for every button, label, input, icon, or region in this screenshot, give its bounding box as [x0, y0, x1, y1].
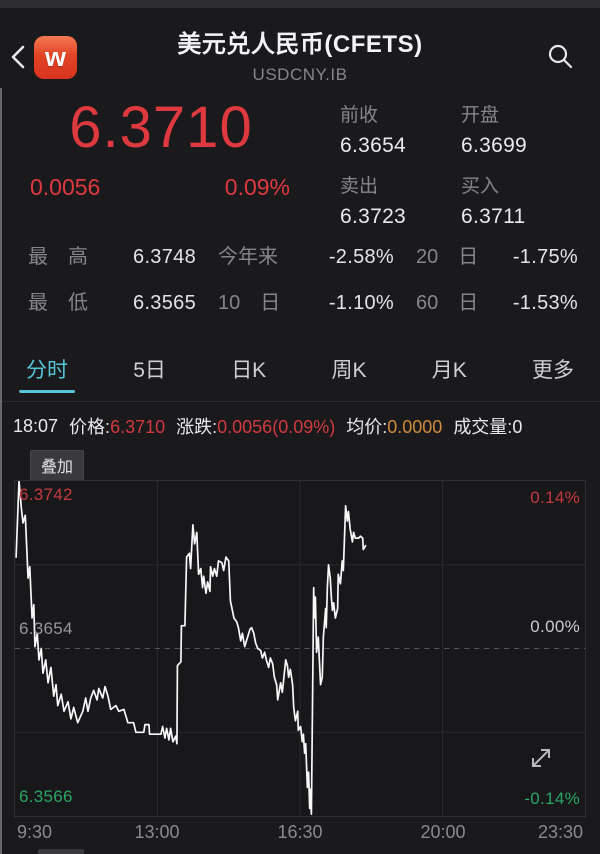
field-open: 开盘 6.3699 — [461, 100, 582, 158]
logo-letter: w — [44, 42, 66, 72]
ticker-avg-label: 均价: — [346, 417, 388, 437]
chart-mid-label: 6.3654 — [19, 619, 73, 638]
field-ask: 卖出 6.3723 — [340, 171, 461, 229]
ticker-avg-value: 0.0000 — [387, 417, 443, 437]
stats-row: 最 低 6.3565 10 日 -1.10% 60 日 -1.53% — [28, 286, 578, 315]
field-value: 6.3711 — [461, 205, 526, 228]
tab-intraday[interactable]: 分时 — [19, 332, 75, 402]
stat-value: -2.58% — [328, 246, 394, 268]
fullscreen-expand-icon[interactable] — [525, 742, 557, 774]
chart-canvas — [15, 481, 585, 816]
ticker-bar: 18:07 价格:6.3710 涨跌:0.0056(0.09%) 均价:0.00… — [0, 402, 600, 450]
ticker-avg: 均价:0.0000 — [346, 413, 442, 439]
ticker-volume-label: 成交量: — [453, 417, 513, 437]
chart-mid-pct-label: 0.00% — [530, 617, 580, 636]
stat-20d: 20 日 -1.75% — [416, 240, 578, 269]
chart-low-label: 6.3566 — [19, 787, 73, 806]
ticker-price-label: 价格: — [69, 417, 111, 437]
time-tick: 23:30 — [537, 822, 583, 842]
ticker-volume: 成交量:0 — [453, 413, 522, 439]
chart-high-pct-label: 0.14% — [530, 488, 580, 507]
quote-main: 6.3710 0.0056 0.09% — [0, 96, 322, 230]
field-bid: 买入 6.3711 — [461, 171, 582, 229]
title-block: 美元兑人民币(CFETS) USDCNY.IB — [90, 24, 510, 85]
price-line — [15, 481, 367, 815]
time-tick: 9:30 — [17, 822, 53, 842]
ticker-volume-value: 0 — [512, 417, 523, 437]
price-change-pct: 0.09% — [224, 173, 290, 200]
field-prev-close: 前收 6.3654 — [340, 100, 461, 158]
ticker-price: 价格:6.3710 — [69, 413, 165, 439]
stat-10d: 10 日 -1.10% — [218, 286, 394, 315]
page-title: 美元兑人民币(CFETS) — [177, 31, 423, 58]
price-change: 0.0056 — [30, 173, 101, 200]
stat-high: 最 高 6.3748 — [28, 240, 196, 269]
tab-weekly-k[interactable]: 周K — [331, 358, 367, 382]
ticker-price-value: 6.3710 — [110, 417, 166, 437]
stats-section: 最 高 6.3748 今年来 -2.58% 20 日 -1.75% 最 低 6.… — [0, 230, 600, 332]
field-label: 开盘 — [461, 105, 500, 126]
field-label: 买入 — [461, 176, 500, 197]
stat-value: -1.75% — [512, 246, 578, 268]
field-value: 6.3654 — [340, 134, 407, 157]
ticker-time: 18:07 — [13, 415, 59, 436]
stat-low: 最 低 6.3565 — [28, 286, 196, 315]
stat-value: 6.3565 — [133, 292, 196, 314]
time-tick: 13:00 — [134, 822, 180, 842]
stats-row: 最 高 6.3748 今年来 -2.58% 20 日 -1.75% — [28, 240, 578, 269]
field-value: 6.3723 — [340, 205, 407, 228]
field-label: 卖出 — [340, 176, 379, 197]
field-label: 前收 — [340, 105, 379, 126]
overlay-button[interactable]: 叠加 — [30, 450, 85, 482]
stat-value: -1.53% — [512, 292, 578, 314]
price-change-row: 0.0056 0.09% — [30, 174, 290, 201]
stat-label: 最 高 — [28, 246, 88, 268]
screen-edge-artifact — [0, 88, 2, 854]
tab-more[interactable]: 更多 — [531, 358, 574, 382]
quote-section: 6.3710 0.0056 0.09% 前收 6.3654 开盘 6.3699 … — [0, 88, 600, 230]
intraday-chart[interactable]: 6.3742 0.14% 6.3654 0.00% 6.3566 -0.14% — [14, 480, 586, 817]
ticker-change-label: 涨跌: — [176, 417, 218, 437]
search-icon[interactable] — [546, 42, 574, 70]
chart-low-pct-label: -0.14% — [524, 789, 580, 808]
chart-toolbar: 叠加 — [14, 450, 586, 482]
ticker-change-value: 0.0056(0.09%) — [217, 417, 336, 437]
wind-app-logo[interactable]: w — [34, 36, 77, 79]
partial-cutoff-button — [38, 849, 84, 854]
tab-5day[interactable]: 5日 — [133, 358, 166, 382]
stat-label: 最 低 — [28, 292, 88, 314]
stat-value: 6.3748 — [133, 246, 196, 268]
tab-monthly-k[interactable]: 月K — [431, 358, 467, 382]
quote-fields: 前收 6.3654 开盘 6.3699 卖出 6.3723 买入 6.3711 — [322, 96, 600, 230]
last-price: 6.3710 — [69, 95, 253, 160]
instrument-code: USDCNY.IB — [252, 65, 348, 84]
chart-high-label: 6.3742 — [19, 485, 73, 504]
field-value: 6.3699 — [461, 134, 528, 157]
stat-ytd: 今年来 -2.58% — [218, 240, 394, 269]
ticker-change: 涨跌:0.0056(0.09%) — [176, 413, 335, 439]
stat-label: 10 日 — [218, 292, 281, 314]
stat-label: 今年来 — [218, 246, 278, 268]
time-tick: 16:30 — [277, 822, 323, 842]
chart-section: 叠加 6.3742 0.14% 6.3654 0.00% 6.3566 -0.1 — [0, 450, 600, 845]
tab-daily-k[interactable]: 日K — [231, 358, 267, 382]
stat-label: 60 日 — [416, 292, 479, 314]
header: w 美元兑人民币(CFETS) USDCNY.IB — [0, 8, 600, 88]
status-strip — [0, 0, 600, 8]
stat-label: 20 日 — [416, 246, 479, 268]
period-tabs: 分时 5日 日K 周K 月K 更多 — [0, 332, 600, 402]
stat-60d: 60 日 -1.53% — [416, 286, 578, 315]
time-tick: 20:00 — [420, 822, 466, 842]
time-axis: 9:30 13:00 16:30 20:00 23:30 — [14, 817, 586, 845]
stat-value: -1.10% — [328, 292, 394, 314]
back-icon[interactable] — [8, 44, 28, 70]
